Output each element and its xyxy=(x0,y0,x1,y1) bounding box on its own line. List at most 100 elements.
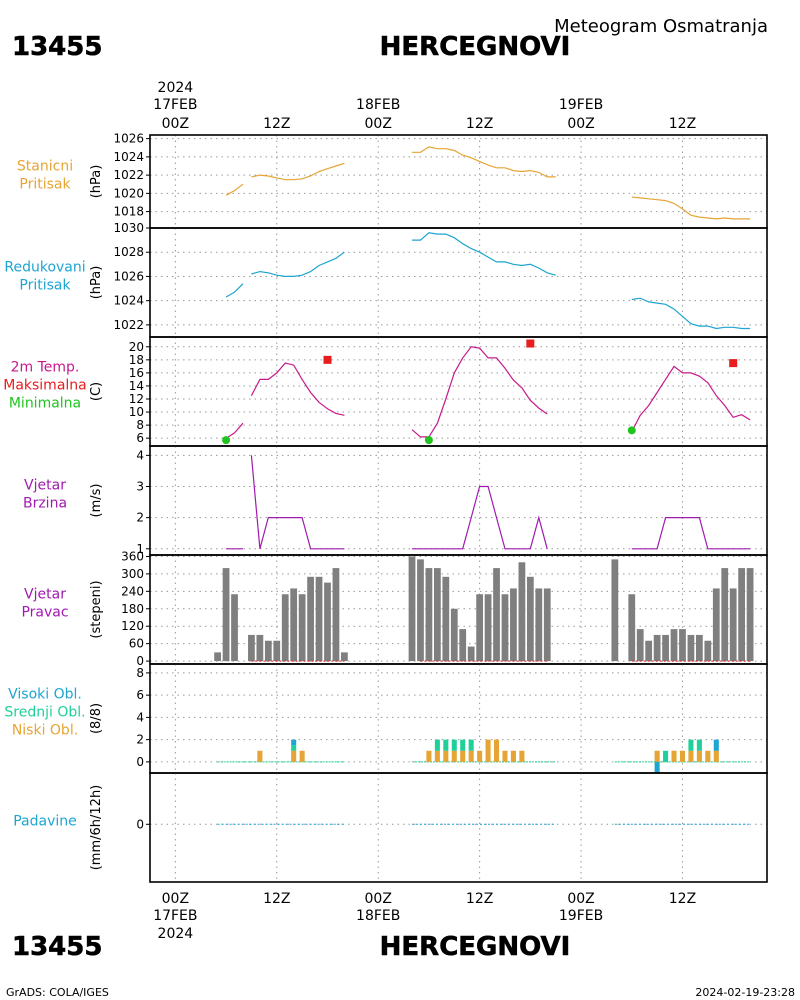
direction-bar xyxy=(298,594,306,662)
cloud-bar xyxy=(477,750,483,762)
panel-clouds: 0 2 4 6 8 (8/8) Visoki Obl. Srednji Obl. Niski O… xyxy=(4,663,768,774)
cloud-bar xyxy=(705,750,711,762)
station-name-top: HERCEGNOVI xyxy=(380,32,571,62)
direction-bar xyxy=(248,634,255,662)
bottom-hour-label: 00Z xyxy=(365,891,392,907)
panel-frame xyxy=(149,134,768,229)
series-line xyxy=(225,422,244,439)
panel-label: Brzina xyxy=(23,496,67,512)
series-line xyxy=(412,146,556,178)
direction-bar xyxy=(476,594,484,662)
unit-label: (C) xyxy=(89,382,104,401)
cloud-bar xyxy=(460,739,466,751)
cloud-bar xyxy=(510,750,516,762)
maximum-marker xyxy=(729,359,738,368)
cloud-bar xyxy=(663,750,669,762)
cloud-bar xyxy=(468,739,474,751)
cloud-bar xyxy=(257,750,263,762)
series-line xyxy=(251,162,345,181)
bottom-hour-label: 00Z xyxy=(162,891,189,907)
y-tick-label: 1026 xyxy=(113,269,144,283)
y-tick-label: 6 xyxy=(136,431,144,445)
panel-label: Stanicni xyxy=(17,159,73,175)
direction-bar xyxy=(628,594,636,662)
cloud-bar xyxy=(502,750,508,762)
series-line xyxy=(225,183,244,196)
unit-label: (m/s) xyxy=(89,484,104,518)
direction-bar xyxy=(442,576,450,662)
y-tick-label: 180 xyxy=(121,602,144,616)
series-line xyxy=(411,346,548,438)
cloud-bar xyxy=(519,750,525,762)
direction-bar xyxy=(214,652,221,662)
cloud-bar xyxy=(688,750,694,762)
top-date-label: 19FEB xyxy=(559,97,603,113)
cloud-bar xyxy=(291,745,297,751)
y-tick-label: 16 xyxy=(129,366,144,380)
direction-bar xyxy=(636,629,644,662)
panel-label: Vjetar xyxy=(24,478,66,494)
unit-label: (8/8) xyxy=(89,703,104,734)
direction-bar xyxy=(746,568,754,662)
unit-label: (stepeni) xyxy=(89,580,104,638)
unit-label: (hPa) xyxy=(89,165,104,199)
direction-bar xyxy=(662,634,669,662)
cloud-bar xyxy=(443,739,449,751)
series-line xyxy=(631,516,751,550)
direction-bar xyxy=(324,582,331,662)
panel-label: 2m Temp. xyxy=(11,360,80,376)
panel-label: Padavine xyxy=(13,814,77,830)
series-line xyxy=(412,485,548,550)
bottom-hour-label: 12Z xyxy=(669,891,696,907)
cloud-bar xyxy=(713,739,719,751)
series-line xyxy=(631,196,751,220)
cloud-bar xyxy=(671,750,677,762)
cloud-bar xyxy=(688,739,694,751)
series-line xyxy=(412,232,556,276)
maximum-marker xyxy=(526,339,535,348)
y-tick-label: 0 xyxy=(136,654,144,668)
direction-bar xyxy=(611,559,619,662)
top-hour-label: 00Z xyxy=(162,116,189,132)
bottom-hour-label: 12Z xyxy=(466,891,493,907)
direction-bar xyxy=(704,640,712,662)
y-tick-label: 8 xyxy=(136,418,144,432)
y-tick-label: 1020 xyxy=(113,186,144,200)
y-tick-label: 12 xyxy=(129,392,144,406)
footer-credit: GrADS: COLA/IGES xyxy=(6,986,109,999)
y-tick-label: 120 xyxy=(121,619,144,633)
cloud-bar xyxy=(443,750,449,762)
direction-bar xyxy=(231,594,238,662)
direction-bar xyxy=(417,559,424,662)
direction-bar xyxy=(687,634,695,662)
panel-frame xyxy=(149,227,768,338)
direction-bar xyxy=(696,634,703,662)
maximum-marker xyxy=(323,355,332,364)
cloud-bar xyxy=(485,739,491,762)
direction-bar xyxy=(450,608,458,662)
panel-label: Minimalna xyxy=(9,396,81,412)
direction-bar xyxy=(425,568,433,662)
bottom-date-label: 19FEB xyxy=(559,908,603,924)
series-line xyxy=(225,283,244,298)
y-tick-label: 3 xyxy=(136,479,144,493)
y-tick-label: 2 xyxy=(136,511,144,525)
direction-bar xyxy=(712,588,720,662)
series-line xyxy=(631,365,751,432)
panel-frame xyxy=(149,772,768,883)
station-id-top: 13455 xyxy=(12,32,102,62)
top-hour-label: 12Z xyxy=(669,116,696,132)
direction-bar xyxy=(341,652,348,662)
direction-bar xyxy=(408,556,416,662)
minimum-marker xyxy=(627,426,636,435)
cloud-bar xyxy=(696,750,702,762)
y-tick-label: 0 xyxy=(136,817,144,831)
y-tick-label: 6 xyxy=(136,688,144,702)
direction-bar xyxy=(729,588,737,662)
y-tick-label: 1 xyxy=(136,542,144,556)
cloud-bar xyxy=(713,750,719,762)
y-tick-label: 60 xyxy=(129,637,144,651)
panel-label: Maksimalna xyxy=(3,378,87,394)
